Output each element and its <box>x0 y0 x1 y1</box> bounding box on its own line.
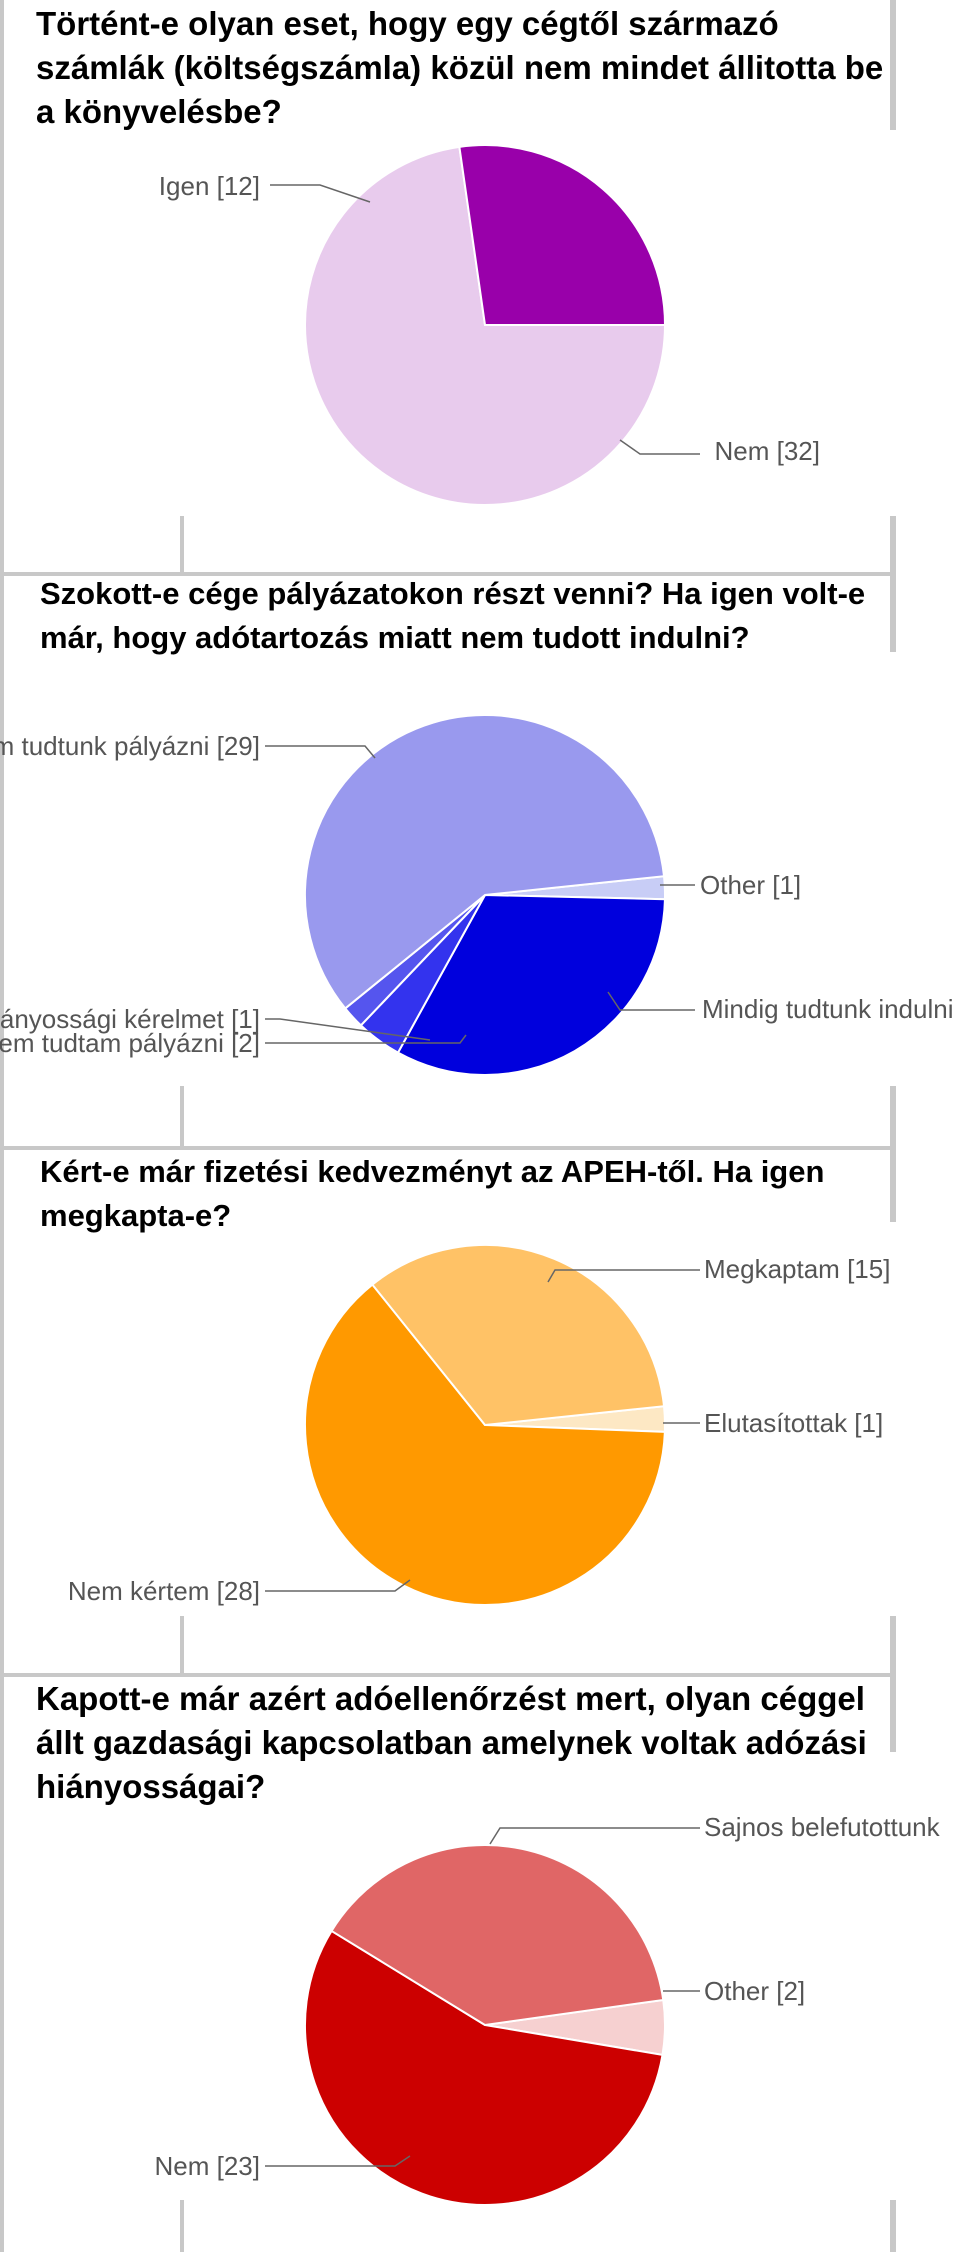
slice-label: Még nem tudtunk pályázni [29] <box>0 731 260 761</box>
frame-post-1r <box>890 516 896 652</box>
slice-label: Részletfizetési/méltányossági kérelmet [… <box>0 1004 260 1034</box>
pie-slice <box>304 1283 666 1606</box>
frame-post-1 <box>180 516 184 576</box>
frame-top-2 <box>0 1146 896 1150</box>
slice-label: Nem kértem [28] <box>68 1576 260 1606</box>
pie-chart-2: Other [1] Mindig tudtunk indulni Nem tudta… <box>0 714 954 1076</box>
pie-slice <box>304 1929 664 2206</box>
leader-line <box>489 1827 700 1845</box>
leader-line <box>270 184 371 203</box>
frame-top-3 <box>0 1673 896 1677</box>
pie-chart-4: Other [2] Nem [23] Sajnos belefutottunk <box>155 1812 941 2206</box>
slice-label: Other [1] <box>700 870 801 900</box>
frame-left <box>0 0 4 2252</box>
slice-label: Elutasítottak [1] <box>704 1408 883 1438</box>
slice-label: Mindig tudtunk indulni <box>702 994 954 1024</box>
pie-slice <box>370 1244 666 1427</box>
frame-post-2r <box>890 1086 896 1222</box>
slice-label: Igen [12] <box>159 171 260 201</box>
frame-post-2 <box>180 1086 184 1148</box>
leader-line <box>547 1269 700 1283</box>
frame-post-4r <box>890 2200 896 2252</box>
frame-post-3 <box>180 1616 184 1676</box>
pie-chart-3: Elutasítottak [1] Nem kértem [28] Megkapta… <box>68 1244 890 1606</box>
slice-label: Nem [23] <box>155 2151 261 2181</box>
leader-line <box>265 745 376 759</box>
frame-right <box>890 0 896 130</box>
leader-line <box>265 1034 467 1044</box>
pie-chart-1: Nem [32] Igen [12] <box>159 144 821 506</box>
pie-slice <box>304 714 666 1010</box>
frame-post-3r <box>890 1616 896 1752</box>
question-4: Kapott-e már azért adóellenőrzést mert, … <box>36 1680 867 1805</box>
frame-top-1 <box>0 572 896 576</box>
slice-label: Nem tudtam pályázni [2] <box>0 1028 260 1058</box>
leader-line <box>265 1018 431 1041</box>
leader-line <box>619 439 700 455</box>
pie-slice <box>330 1844 665 2027</box>
slice-label: Megkaptam [15] <box>704 1254 890 1284</box>
question-2: Szokott-e cége pályázatokon részt venni?… <box>40 576 866 655</box>
slice-label: Nem [32] <box>715 436 821 466</box>
question-3: Kért-e már fizetési kedvezményt az APEH-… <box>40 1154 825 1233</box>
question-1: Történt-e olyan eset, hogy egy cégtől sz… <box>36 5 884 130</box>
leader-line <box>607 991 695 1011</box>
pie-slice <box>458 144 667 326</box>
frame-post-4 <box>180 2200 184 2252</box>
slice-label: Sajnos belefutottunk <box>704 1812 941 1842</box>
leader-line <box>265 2155 411 2167</box>
pie-slice <box>396 893 666 1076</box>
slice-label: Other [2] <box>704 1976 805 2006</box>
leader-line <box>265 1579 411 1592</box>
